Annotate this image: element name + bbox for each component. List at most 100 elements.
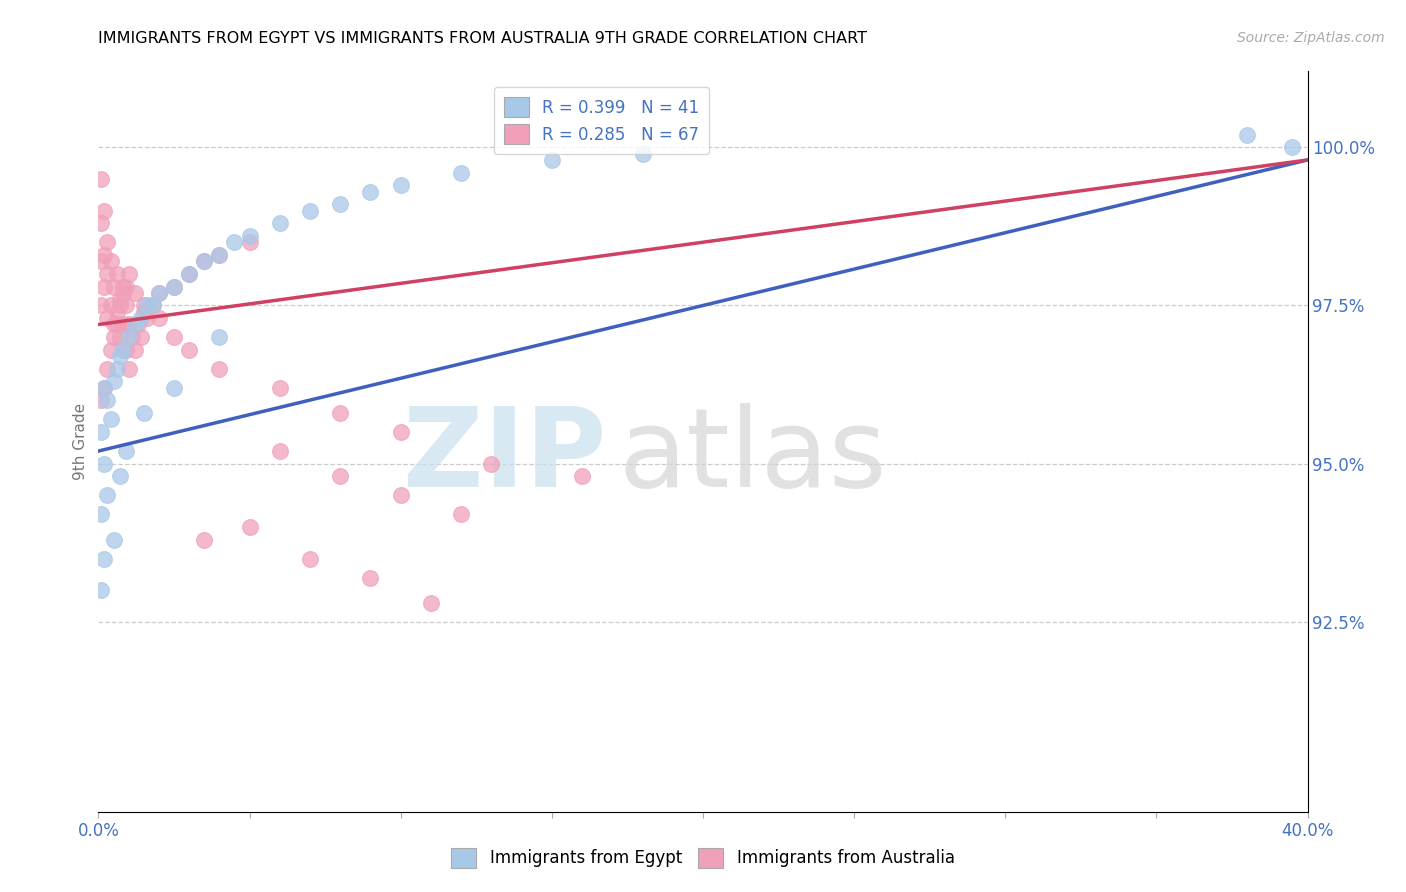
Point	[299, 203, 322, 218]
Point	[93, 381, 115, 395]
Y-axis label: 9th Grade: 9th Grade	[73, 403, 89, 480]
Point	[108, 298, 131, 312]
Point	[1236, 128, 1258, 142]
Point	[108, 292, 131, 306]
Point	[129, 330, 152, 344]
Point	[208, 248, 231, 262]
Point	[118, 267, 141, 281]
Point	[360, 571, 382, 585]
Point	[103, 330, 125, 344]
Point	[179, 267, 201, 281]
Point	[269, 216, 291, 230]
Point	[360, 185, 382, 199]
Point	[329, 469, 352, 483]
Point	[96, 235, 118, 250]
Point	[90, 425, 112, 439]
Point	[389, 425, 412, 439]
Point	[103, 279, 125, 293]
Point	[93, 279, 115, 293]
Point	[118, 361, 141, 376]
Point	[93, 551, 115, 566]
Point	[179, 267, 201, 281]
Point	[239, 520, 262, 534]
Point	[127, 318, 149, 332]
Text: Source: ZipAtlas.com: Source: ZipAtlas.com	[1237, 31, 1385, 45]
Legend: R = 0.399   N = 41, R = 0.285   N = 67: R = 0.399 N = 41, R = 0.285 N = 67	[494, 87, 709, 154]
Point	[389, 488, 412, 502]
Point	[105, 267, 128, 281]
Point	[103, 318, 125, 332]
Point	[299, 551, 322, 566]
Point	[135, 298, 157, 312]
Point	[96, 361, 118, 376]
Point	[114, 444, 136, 458]
Point	[129, 311, 152, 326]
Point	[163, 330, 186, 344]
Point	[105, 305, 128, 319]
Point	[269, 381, 291, 395]
Point	[193, 254, 215, 268]
Point	[329, 197, 352, 211]
Point	[329, 406, 352, 420]
Text: IMMIGRANTS FROM EGYPT VS IMMIGRANTS FROM AUSTRALIA 9TH GRADE CORRELATION CHART: IMMIGRANTS FROM EGYPT VS IMMIGRANTS FROM…	[98, 31, 868, 46]
Legend: Immigrants from Egypt, Immigrants from Australia: Immigrants from Egypt, Immigrants from A…	[444, 841, 962, 875]
Point	[114, 343, 136, 357]
Point	[114, 279, 136, 293]
Point	[93, 457, 115, 471]
Point	[90, 254, 112, 268]
Point	[1281, 140, 1303, 154]
Point	[100, 412, 122, 426]
Point	[269, 444, 291, 458]
Point	[135, 311, 157, 326]
Point	[132, 305, 155, 319]
Point	[132, 298, 155, 312]
Point	[148, 285, 170, 300]
Point	[208, 330, 231, 344]
Point	[108, 349, 131, 363]
Point	[450, 166, 472, 180]
Point	[179, 343, 201, 357]
Point	[193, 533, 215, 547]
Point	[239, 228, 262, 243]
Point	[111, 343, 134, 357]
Point	[96, 488, 118, 502]
Point	[163, 279, 186, 293]
Point	[103, 533, 125, 547]
Point	[148, 311, 170, 326]
Text: atlas: atlas	[619, 403, 887, 510]
Text: ZIP: ZIP	[404, 403, 606, 510]
Point	[163, 279, 186, 293]
Point	[481, 457, 503, 471]
Point	[90, 172, 112, 186]
Point	[108, 469, 131, 483]
Point	[111, 279, 134, 293]
Point	[90, 298, 112, 312]
Point	[124, 318, 146, 332]
Point	[111, 318, 134, 332]
Point	[114, 298, 136, 312]
Point	[193, 254, 215, 268]
Point	[96, 267, 118, 281]
Point	[93, 248, 115, 262]
Point	[96, 393, 118, 408]
Point	[124, 285, 146, 300]
Point	[208, 248, 231, 262]
Point	[105, 318, 128, 332]
Point	[90, 393, 112, 408]
Point	[90, 508, 112, 522]
Point	[96, 311, 118, 326]
Point	[540, 153, 562, 167]
Point	[148, 285, 170, 300]
Point	[420, 596, 443, 610]
Point	[100, 343, 122, 357]
Point	[103, 375, 125, 389]
Point	[163, 381, 186, 395]
Point	[631, 146, 654, 161]
Point	[571, 469, 593, 483]
Point	[118, 330, 141, 344]
Point	[208, 361, 231, 376]
Point	[239, 235, 262, 250]
Point	[90, 216, 112, 230]
Point	[93, 203, 115, 218]
Point	[90, 583, 112, 598]
